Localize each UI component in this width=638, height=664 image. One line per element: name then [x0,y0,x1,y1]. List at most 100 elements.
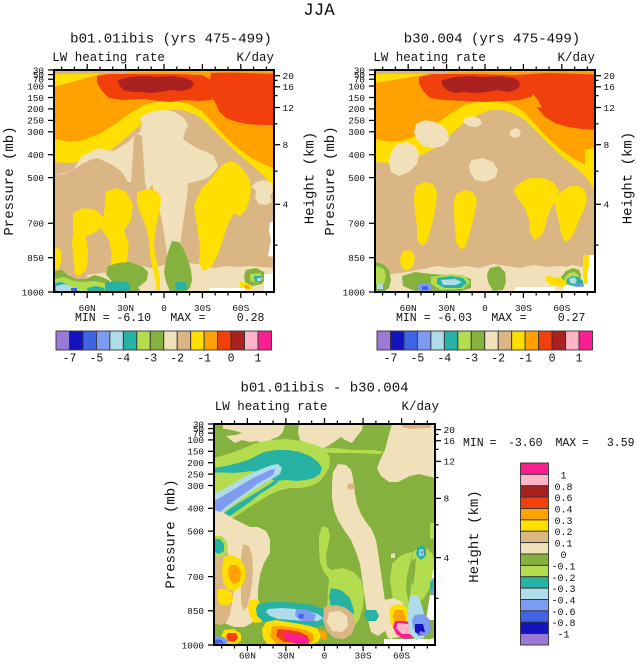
svg-text:Pressure (mb): Pressure (mb) [323,126,339,235]
svg-text:-2: -2 [491,353,505,366]
svg-text:12: 12 [604,103,616,114]
svg-text:250: 250 [348,116,365,127]
svg-text:30S: 30S [194,303,211,314]
svg-text:500: 500 [187,526,204,537]
svg-text:100: 100 [27,81,44,92]
svg-text:30N: 30N [277,651,294,662]
svg-text:850: 850 [187,606,204,617]
svg-text:-0.3: -0.3 [551,585,575,596]
svg-text:MIN: MIN [75,312,96,325]
svg-text:0: 0 [482,303,488,314]
svg-text:1: 1 [560,471,566,482]
svg-text:0: 0 [161,303,167,314]
svg-text:300: 300 [187,481,204,492]
svg-text:850: 850 [348,253,365,264]
svg-text:4: 4 [444,553,450,564]
svg-text:-6.03: -6.03 [437,312,472,325]
svg-text:0.28: 0.28 [237,312,265,325]
svg-text:70: 70 [193,428,204,439]
svg-text:30N: 30N [117,303,134,314]
svg-text:200: 200 [348,104,365,115]
svg-text:8: 8 [444,494,450,505]
svg-text:0.1: 0.1 [554,540,572,551]
svg-text:LW heating rate: LW heating rate [373,51,486,65]
svg-text:LW heating rate: LW heating rate [52,51,165,65]
svg-text:=: = [520,312,527,325]
svg-text:0.4: 0.4 [554,506,572,517]
svg-text:100: 100 [348,81,365,92]
svg-text:-5: -5 [89,353,103,366]
svg-text:Pressure (mb): Pressure (mb) [2,126,18,235]
svg-text:MIN: MIN [396,312,417,325]
svg-text:0.6: 0.6 [554,494,572,505]
svg-text:0: 0 [560,551,566,562]
svg-text:60S: 60S [553,303,570,314]
svg-text:16: 16 [283,82,295,93]
svg-text:60S: 60S [232,303,249,314]
svg-text:MAX: MAX [556,437,577,450]
svg-text:=: = [103,312,110,325]
svg-text:MAX: MAX [491,312,512,325]
svg-text:-1: -1 [518,353,532,366]
svg-text:-0.6: -0.6 [551,608,575,619]
svg-text:MIN: MIN [463,437,484,450]
svg-text:K/day: K/day [557,51,595,65]
svg-text:700: 700 [27,219,44,230]
svg-text:200: 200 [187,458,204,469]
svg-text:0.8: 0.8 [554,483,572,494]
svg-text:K/day: K/day [236,51,274,65]
svg-text:-0.4: -0.4 [551,597,575,608]
svg-text:850: 850 [27,253,44,264]
svg-text:0.2: 0.2 [554,528,572,539]
svg-text:b30.004 (yrs 475-499): b30.004 (yrs 475-499) [404,32,580,48]
svg-text:300: 300 [27,127,44,138]
svg-text:1000: 1000 [343,287,365,298]
svg-text:0: 0 [228,353,235,366]
svg-text:150: 150 [27,93,44,104]
svg-text:250: 250 [187,469,204,480]
svg-text:400: 400 [27,150,44,161]
svg-text:-3: -3 [464,353,478,366]
svg-text:20: 20 [444,425,456,436]
svg-text:JJA: JJA [303,1,335,21]
svg-text:-4: -4 [437,353,451,366]
svg-text:200: 200 [27,104,44,115]
svg-text:20: 20 [283,71,295,82]
svg-text:1: 1 [255,353,262,366]
svg-text:16: 16 [604,82,616,93]
svg-text:500: 500 [27,173,44,184]
svg-text:30: 30 [193,419,204,430]
svg-text:=: = [424,312,431,325]
svg-text:0.3: 0.3 [554,517,572,528]
svg-text:1: 1 [576,353,583,366]
svg-text:16: 16 [444,436,456,447]
svg-text:500: 500 [348,173,365,184]
svg-text:300: 300 [348,127,365,138]
svg-text:=: = [582,437,589,450]
svg-text:-5: -5 [410,353,424,366]
svg-text:60S: 60S [393,651,410,662]
svg-text:-0.2: -0.2 [551,574,575,585]
svg-text:60N: 60N [79,303,96,314]
svg-text:1000: 1000 [22,287,44,298]
svg-text:400: 400 [348,150,365,161]
svg-text:700: 700 [348,219,365,230]
svg-text:MAX: MAX [170,312,191,325]
svg-text:0.27: 0.27 [558,312,586,325]
svg-text:0: 0 [549,353,556,366]
svg-text:Pressure (mb): Pressure (mb) [164,479,180,588]
svg-text:1000: 1000 [182,640,204,651]
svg-text:-1: -1 [197,353,211,366]
svg-text:3.59: 3.59 [607,437,635,450]
svg-text:b01.01ibis (yrs 475-499): b01.01ibis (yrs 475-499) [70,32,272,48]
svg-text:-0.1: -0.1 [551,562,575,573]
svg-text:700: 700 [187,572,204,583]
svg-text:0: 0 [322,651,328,662]
svg-text:-3.60: -3.60 [508,437,543,450]
svg-text:50: 50 [193,424,204,435]
svg-text:150: 150 [187,447,204,458]
svg-text:100: 100 [187,435,204,446]
svg-text:LW heating rate: LW heating rate [215,400,328,414]
svg-text:60N: 60N [239,651,256,662]
svg-text:-2: -2 [170,353,184,366]
